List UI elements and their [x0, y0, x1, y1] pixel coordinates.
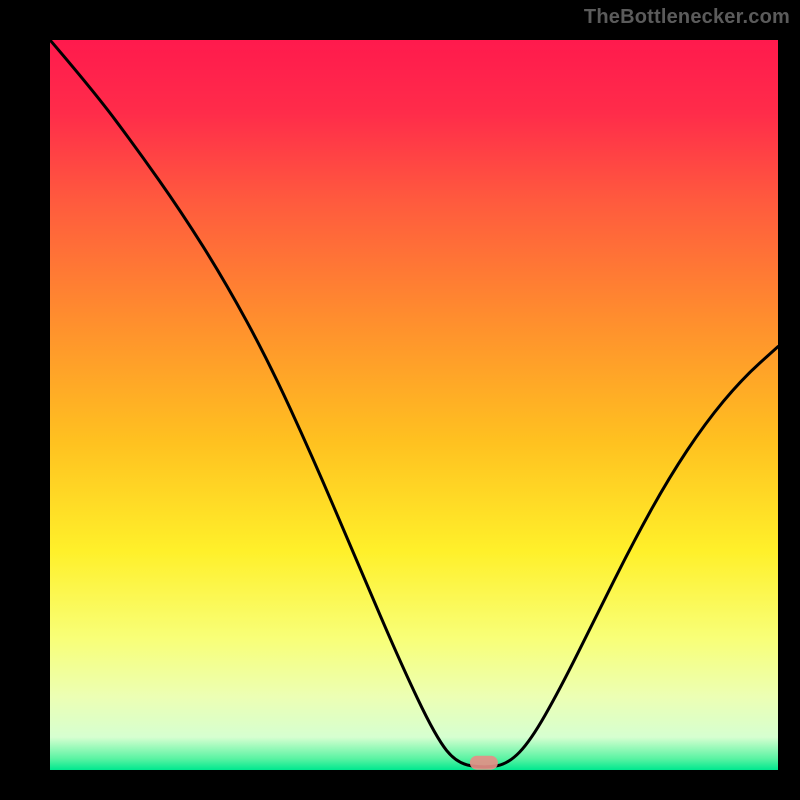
- plot-background: [50, 40, 778, 770]
- chart-stage: TheBottlenecker.com: [0, 0, 800, 800]
- bottleneck-chart: [0, 0, 800, 800]
- optimal-marker: [470, 756, 498, 770]
